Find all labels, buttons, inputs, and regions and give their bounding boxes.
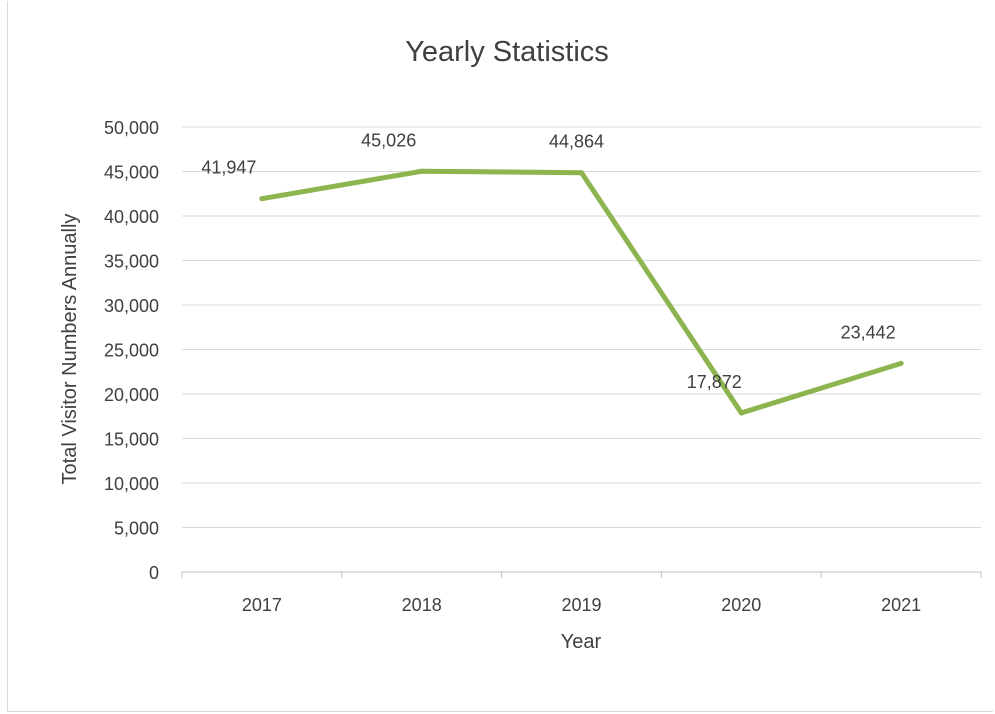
x-axis-tick-labels: 2017 2018 2019 2020 2021 [242, 595, 921, 615]
data-label: 44,864 [549, 132, 604, 152]
y-axis-title: Total Visitor Numbers Annually [59, 214, 81, 485]
y-tick-label: 50,000 [104, 118, 159, 138]
y-tick-label: 30,000 [104, 296, 159, 316]
series-line [259, 168, 904, 416]
y-axis-tick-labels: 0 5,000 10,000 15,000 20,000 25,000 30,000 35,0… [104, 118, 159, 583]
x-tick-label: 2020 [721, 595, 761, 615]
data-point [419, 168, 425, 174]
chart-title: Yearly Statistics [405, 36, 609, 68]
data-labels: 41,947 45,026 44,864 17,872 23,442 [201, 130, 895, 392]
data-label: 23,442 [841, 322, 896, 342]
x-axis [181, 571, 982, 578]
y-tick-label: 25,000 [104, 341, 159, 361]
data-label: 41,947 [201, 158, 256, 178]
data-point [738, 410, 744, 416]
x-tick-label: 2017 [242, 595, 282, 615]
y-tick-label: 15,000 [104, 430, 159, 450]
data-label: 45,026 [361, 130, 416, 150]
data-label: 17,872 [687, 372, 742, 392]
data-point [579, 170, 584, 176]
x-tick-label: 2021 [881, 595, 921, 615]
series-group [259, 168, 904, 416]
y-tick-label: 45,000 [104, 163, 159, 183]
data-point [898, 360, 904, 366]
x-tick-label: 2019 [561, 595, 601, 615]
x-tick-label: 2018 [402, 595, 442, 615]
data-point [259, 196, 265, 202]
y-tick-label: 10,000 [104, 474, 159, 494]
y-tick-label: 35,000 [104, 252, 159, 272]
y-tick-label: 40,000 [104, 207, 159, 227]
y-tick-label: 5,000 [114, 519, 159, 539]
chart-frame [7, 1, 993, 712]
y-tick-label: 20,000 [104, 385, 159, 405]
y-tick-label: 0 [149, 563, 159, 583]
gridlines [182, 126, 981, 528]
x-axis-title: Year [561, 631, 602, 653]
